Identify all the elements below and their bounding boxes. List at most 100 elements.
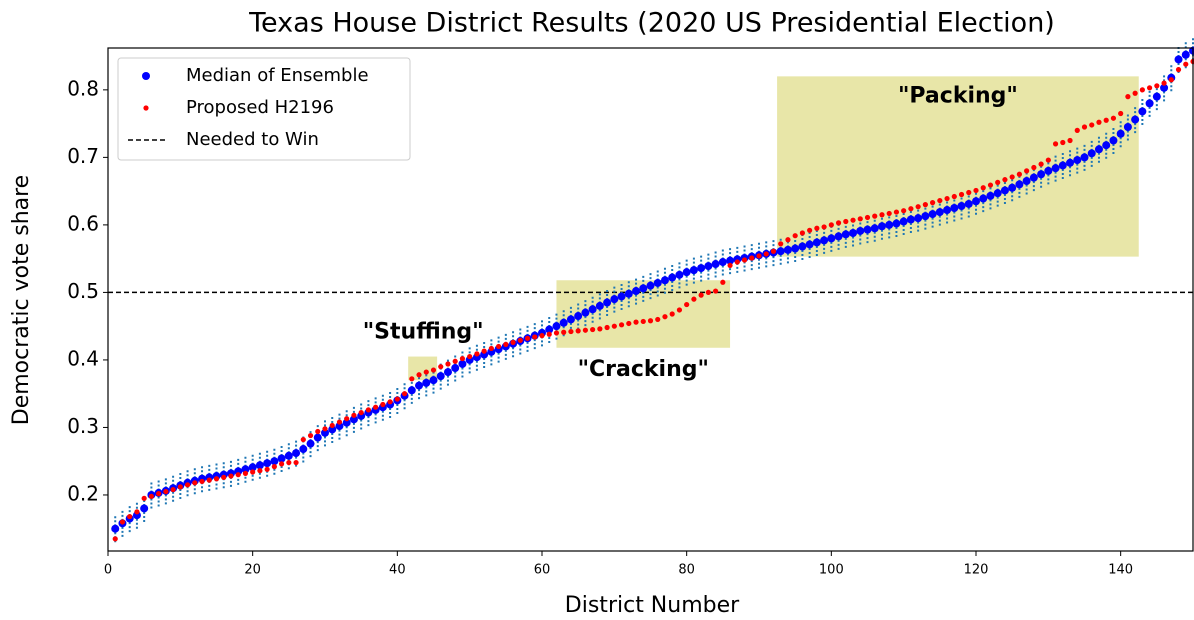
y-tick-label: 0.6 (67, 211, 99, 235)
point (1089, 122, 1095, 128)
point (467, 353, 473, 360)
point (349, 415, 358, 424)
point (682, 268, 691, 277)
point (684, 301, 690, 308)
point (561, 329, 567, 335)
point (841, 230, 850, 239)
point (835, 220, 842, 226)
point (603, 298, 612, 307)
point (1052, 141, 1059, 147)
point (140, 504, 149, 513)
point (566, 315, 575, 324)
point (944, 195, 950, 202)
y-tick-label: 0.2 (67, 481, 99, 505)
point (704, 262, 713, 271)
point (827, 234, 836, 243)
point (899, 217, 908, 226)
point (415, 381, 424, 390)
x-tick-label: 120 (964, 563, 989, 578)
point (248, 463, 257, 472)
point (814, 225, 820, 231)
point (785, 237, 791, 243)
point (921, 212, 930, 221)
point (221, 474, 227, 481)
point (1094, 145, 1103, 154)
point (1024, 168, 1030, 174)
point (928, 210, 937, 219)
point (863, 225, 872, 234)
point (1002, 177, 1008, 183)
point (329, 422, 335, 429)
x-tick-label: 0 (104, 563, 112, 578)
point (980, 185, 986, 191)
point (1175, 67, 1182, 73)
point (1109, 136, 1118, 145)
point (279, 461, 285, 467)
y-tick-label: 0.3 (67, 414, 99, 438)
point (213, 476, 220, 482)
point (451, 364, 460, 373)
point (119, 519, 126, 525)
point (241, 465, 250, 474)
point (770, 248, 777, 254)
point (986, 191, 995, 200)
point (611, 323, 617, 329)
point (1080, 153, 1089, 162)
point (228, 473, 234, 479)
point (877, 222, 886, 231)
point (1152, 92, 1161, 101)
point (805, 240, 814, 249)
point (1073, 156, 1082, 165)
point (856, 226, 865, 235)
point (828, 222, 834, 228)
point (849, 228, 858, 237)
point (255, 461, 264, 470)
y-axis-label: Democratic vote share (9, 175, 34, 425)
point (1015, 180, 1024, 189)
point (807, 227, 813, 233)
point (872, 213, 878, 219)
point (763, 251, 769, 257)
point (1029, 173, 1038, 182)
point (669, 311, 675, 317)
point (481, 348, 487, 354)
point (1060, 139, 1066, 146)
point (546, 331, 552, 337)
point (277, 454, 286, 463)
point (156, 491, 162, 497)
point (430, 367, 437, 373)
point (640, 318, 646, 325)
point (979, 194, 988, 203)
point (655, 316, 661, 323)
point (676, 307, 683, 313)
point (1147, 85, 1153, 91)
point (1058, 161, 1067, 170)
point (943, 206, 952, 215)
legend: Median of Ensemble Proposed H2196 Needed t… (117, 57, 411, 161)
point (885, 220, 894, 229)
point (438, 364, 444, 370)
point (1118, 110, 1124, 117)
point (474, 351, 480, 357)
point (1181, 50, 1190, 59)
point (141, 495, 147, 501)
point (553, 330, 560, 336)
point (532, 334, 538, 340)
point (950, 204, 959, 213)
point (271, 464, 277, 470)
point (713, 288, 719, 294)
point (1066, 158, 1075, 167)
point (575, 328, 581, 334)
point (1000, 186, 1009, 195)
point (864, 214, 871, 221)
point (581, 308, 590, 317)
point (170, 486, 176, 493)
point (697, 264, 706, 273)
point (524, 335, 531, 341)
point (646, 281, 655, 290)
point (134, 509, 140, 515)
x-tick-label: 80 (678, 563, 695, 578)
point (633, 319, 639, 325)
point (545, 325, 554, 334)
point (964, 199, 973, 208)
